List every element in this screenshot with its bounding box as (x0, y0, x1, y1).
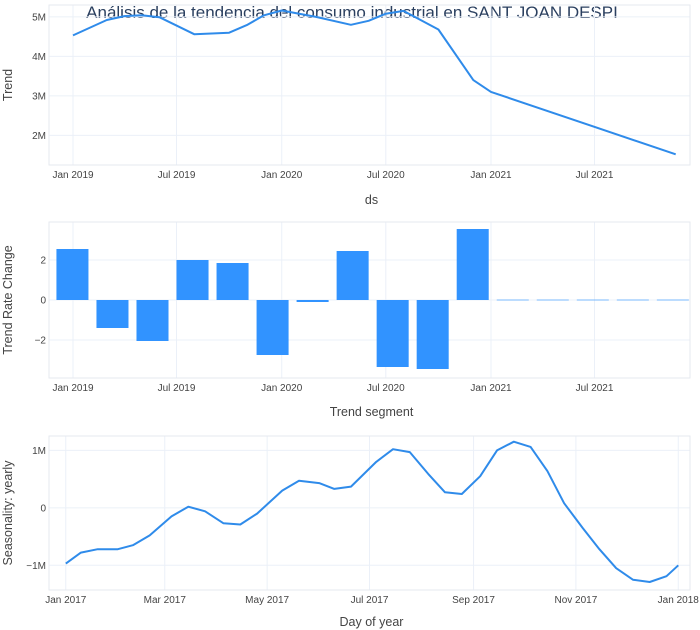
x-tick-label: Jan 2017 (45, 595, 87, 606)
bar (456, 229, 489, 300)
y-tick-label: 5M (32, 12, 46, 23)
trend-rate-change-panel: Jan 2019 Jul 2019 Jan 2020 Jul 2020 Jan 2021… (1, 221, 691, 419)
bar (496, 299, 529, 301)
x-tick-label: Nov 2017 (554, 595, 597, 606)
y-tick-label: 4M (32, 52, 46, 63)
x-tick-label: Jul 2021 (576, 383, 614, 394)
x-tick-label: Jul 2021 (576, 170, 614, 181)
y-tick-label: −1M (26, 561, 46, 572)
y-tick-label: 0 (40, 296, 46, 307)
x-tick-label: Jan 2018 (658, 595, 700, 606)
series-line (65, 440, 679, 583)
y-tick-label: 3M (32, 91, 46, 102)
x-tick-label: Jan 2021 (470, 383, 512, 394)
series-line (72, 9, 677, 156)
x-axis-label: Trend segment (330, 405, 414, 419)
x-tick-label: Jan 2021 (470, 170, 512, 181)
chart-title: Análisis de la tendencia del consumo ind… (86, 3, 618, 22)
plot-frame (48, 4, 691, 166)
bar (376, 300, 409, 367)
y-axis-label: Trend Rate Change (1, 245, 15, 354)
x-tick-label: Jul 2020 (367, 383, 405, 394)
bar (216, 263, 249, 300)
plot-frame (48, 435, 691, 591)
bar (336, 251, 369, 300)
x-tick-label: Jan 2019 (52, 170, 94, 181)
seasonality-yearly-panel: Jan 2017 Mar 2017 May 2017 Jul 2017 Sep 2017… (1, 435, 700, 629)
x-tick-label: Jan 2019 (52, 383, 94, 394)
bar (96, 300, 129, 328)
x-tick-label: Jul 2019 (158, 170, 196, 181)
y-axis-label: Seasonality: yearly (1, 460, 15, 566)
x-tick-label: Jul 2017 (351, 595, 389, 606)
bar (416, 300, 449, 369)
y-tick-label: 0 (40, 503, 46, 514)
bar (136, 300, 169, 341)
bar (56, 249, 89, 300)
y-tick-label: 1M (32, 446, 46, 457)
bar (296, 300, 329, 302)
plot-frame (48, 221, 691, 379)
bar (176, 260, 209, 300)
x-tick-label: Jul 2019 (158, 383, 196, 394)
x-tick-label: May 2017 (245, 595, 289, 606)
x-axis-label: Day of year (340, 615, 404, 629)
x-tick-label: Sep 2017 (452, 595, 495, 606)
y-tick-label: 2M (32, 131, 46, 142)
bar (616, 299, 649, 301)
y-tick-label: −2 (35, 336, 47, 347)
bar (656, 299, 689, 301)
bar (576, 299, 609, 301)
x-tick-label: Jul 2020 (367, 170, 405, 181)
bar (536, 299, 569, 301)
y-tick-label: 2 (40, 256, 46, 267)
x-axis-label: ds (365, 193, 378, 207)
x-tick-label: Jan 2020 (261, 383, 303, 394)
y-axis-label: Trend (1, 69, 15, 101)
x-tick-label: Jan 2020 (261, 170, 303, 181)
trend-panel: Jan 2019 Jul 2019 Jan 2020 Jul 2020 Jan 2021… (1, 4, 691, 207)
bar (256, 300, 289, 355)
x-tick-label: Mar 2017 (144, 595, 187, 606)
